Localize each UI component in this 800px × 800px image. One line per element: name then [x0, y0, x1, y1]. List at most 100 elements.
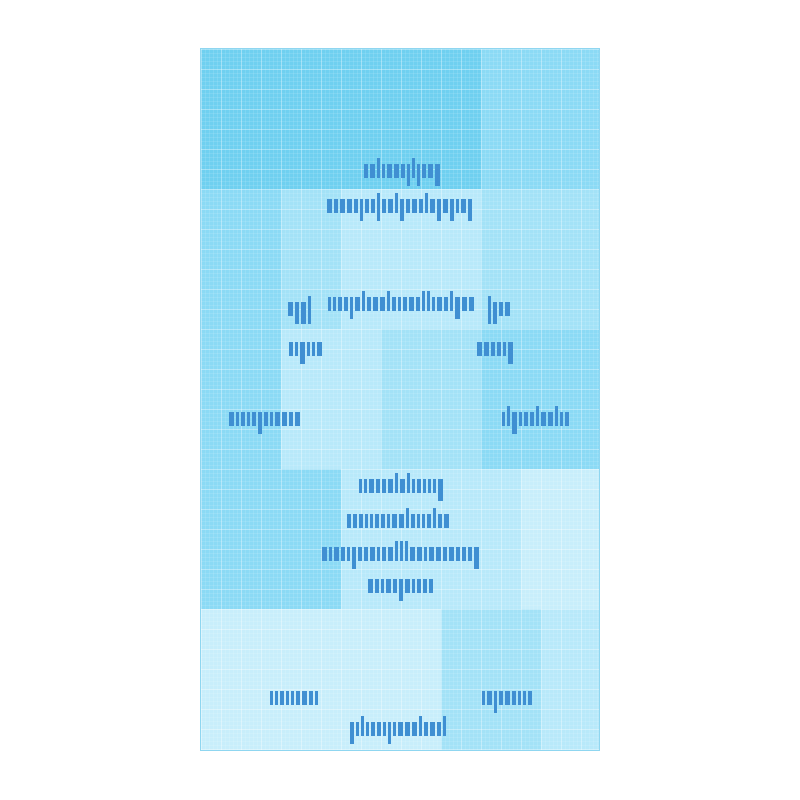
background-tile	[441, 609, 541, 750]
glyph-mark	[508, 342, 513, 364]
glyph-mark	[432, 297, 435, 311]
illegible-label	[502, 402, 574, 442]
glyph-mark	[433, 508, 436, 528]
glyph-mark	[417, 514, 420, 528]
glyph-mark	[491, 342, 495, 356]
glyph-mark	[291, 691, 294, 705]
glyph-mark	[436, 547, 441, 561]
glyph-mark	[236, 412, 239, 426]
glyph-mark	[382, 547, 386, 561]
glyph-mark	[555, 406, 558, 426]
glyph-mark	[395, 541, 398, 561]
glyph-mark	[289, 412, 293, 426]
glyph-mark	[484, 342, 489, 356]
glyph-mark	[502, 412, 505, 426]
glyph-mark	[468, 199, 472, 221]
glyph-mark	[428, 164, 433, 178]
glyph-mark	[405, 541, 408, 561]
glyph-mark	[344, 297, 348, 311]
glyph-mark	[407, 473, 410, 493]
glyph-mark	[468, 547, 472, 561]
glyph-mark	[362, 291, 365, 311]
glyph-mark	[443, 199, 448, 213]
glyph-mark	[417, 547, 422, 561]
glyph-mark	[417, 479, 421, 493]
glyph-mark	[422, 291, 425, 311]
glyph-mark	[392, 514, 397, 528]
glyph-mark	[380, 297, 385, 311]
glyph-mark	[347, 199, 352, 213]
illegible-label	[289, 332, 324, 372]
glyph-mark	[367, 297, 371, 311]
glyph-mark	[443, 547, 447, 561]
glyph-mark	[406, 508, 409, 528]
glyph-mark	[411, 514, 415, 528]
diagram-panel	[200, 48, 600, 751]
glyph-mark	[369, 479, 374, 493]
glyph-mark	[352, 547, 356, 569]
glyph-mark	[505, 302, 510, 316]
glyph-mark	[400, 199, 404, 221]
background-tile	[541, 609, 599, 750]
glyph-mark	[376, 479, 380, 493]
glyph-mark	[430, 199, 435, 213]
glyph-mark	[286, 691, 289, 705]
glyph-mark	[407, 164, 410, 186]
glyph-mark	[487, 691, 492, 705]
background-tile	[201, 469, 341, 609]
glyph-mark	[444, 297, 448, 311]
illegible-label	[482, 681, 532, 721]
background-tile	[381, 329, 481, 469]
glyph-mark	[392, 297, 396, 311]
glyph-mark	[438, 479, 443, 501]
glyph-mark	[388, 547, 393, 561]
glyph-mark	[275, 412, 280, 426]
glyph-mark	[400, 479, 405, 493]
glyph-mark	[381, 579, 384, 593]
glyph-mark	[388, 722, 391, 744]
glyph-mark	[309, 691, 313, 705]
glyph-mark	[435, 164, 440, 186]
glyph-mark	[488, 296, 491, 324]
glyph-mark	[317, 342, 322, 356]
illegible-label	[359, 469, 443, 509]
glyph-mark	[428, 479, 431, 493]
illegible-label	[488, 292, 513, 332]
glyph-mark	[422, 514, 425, 528]
glyph-mark	[382, 164, 385, 178]
glyph-mark	[364, 479, 367, 493]
glyph-mark	[393, 579, 397, 593]
glyph-mark	[524, 412, 528, 426]
glyph-mark	[370, 547, 375, 561]
glyph-mark	[288, 302, 293, 316]
glyph-mark	[401, 164, 405, 178]
glyph-mark	[512, 691, 516, 705]
glyph-mark	[302, 691, 307, 705]
glyph-mark	[350, 722, 354, 744]
glyph-mark	[341, 547, 345, 561]
glyph-mark	[403, 297, 407, 311]
glyph-mark	[462, 547, 466, 561]
glyph-mark	[474, 547, 479, 569]
illegible-label	[229, 402, 300, 442]
glyph-mark	[536, 406, 539, 426]
glyph-mark	[252, 412, 256, 426]
glyph-mark	[450, 291, 453, 311]
glyph-mark	[412, 479, 415, 493]
glyph-mark	[425, 193, 428, 213]
glyph-mark	[247, 412, 250, 426]
glyph-mark	[370, 164, 375, 178]
glyph-mark	[312, 342, 315, 356]
illegible-label	[347, 504, 454, 544]
glyph-mark	[507, 406, 510, 426]
glyph-mark	[429, 547, 434, 561]
glyph-mark	[423, 579, 427, 593]
glyph-mark	[548, 412, 553, 426]
glyph-mark	[469, 297, 474, 311]
glyph-mark	[400, 541, 403, 561]
glyph-mark	[381, 514, 385, 528]
glyph-mark	[360, 199, 363, 221]
glyph-mark	[565, 412, 569, 426]
glyph-mark	[365, 199, 369, 213]
glyph-mark	[368, 579, 373, 593]
